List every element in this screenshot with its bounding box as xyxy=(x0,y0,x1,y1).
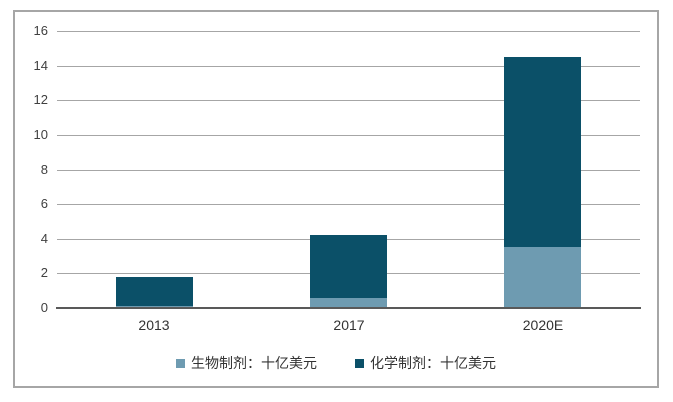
y-axis-tick-6: 6 xyxy=(40,196,48,211)
x-axis-label-2020E: 2020E xyxy=(522,317,564,333)
y-axis-tick-8: 8 xyxy=(40,162,48,177)
y-axis-tick-4: 4 xyxy=(40,231,48,246)
legend-label: 化学制剂：十亿美元 xyxy=(370,355,496,371)
gridline-6 xyxy=(57,204,640,205)
legend-swatch-icon xyxy=(176,358,185,368)
bar-2017-series-0 xyxy=(310,297,387,308)
gridline-16 xyxy=(57,31,640,32)
y-axis-tick-0: 0 xyxy=(40,300,48,315)
legend-swatch-icon xyxy=(355,358,364,368)
bar-2017-series-1 xyxy=(310,235,387,298)
bar-2020E-series-0 xyxy=(504,247,581,308)
y-axis-tick-2: 2 xyxy=(40,265,48,280)
gridline-14 xyxy=(57,66,640,67)
x-axis-label-2013: 2013 xyxy=(138,317,170,333)
bar-2020E-series-1 xyxy=(504,56,581,248)
gridline-12 xyxy=(57,100,640,101)
legend-label: 生物制剂：十亿美元 xyxy=(191,355,317,371)
legend-item-series-0: 生物制剂：十亿美元 xyxy=(176,353,317,373)
gridline-10 xyxy=(57,135,640,136)
legend: 生物制剂：十亿美元 化学制剂：十亿美元 xyxy=(13,353,659,373)
x-axis-label-2017: 2017 xyxy=(333,317,365,333)
x-axis-line xyxy=(56,307,641,309)
gridline-8 xyxy=(57,170,640,171)
y-axis-tick-10: 10 xyxy=(33,127,48,142)
legend-item-series-1: 化学制剂：十亿美元 xyxy=(355,353,496,373)
y-axis-tick-14: 14 xyxy=(33,58,48,73)
y-axis-tick-16: 16 xyxy=(33,23,48,38)
y-axis-tick-12: 12 xyxy=(33,92,48,107)
bar-2013-series-1 xyxy=(116,276,193,307)
